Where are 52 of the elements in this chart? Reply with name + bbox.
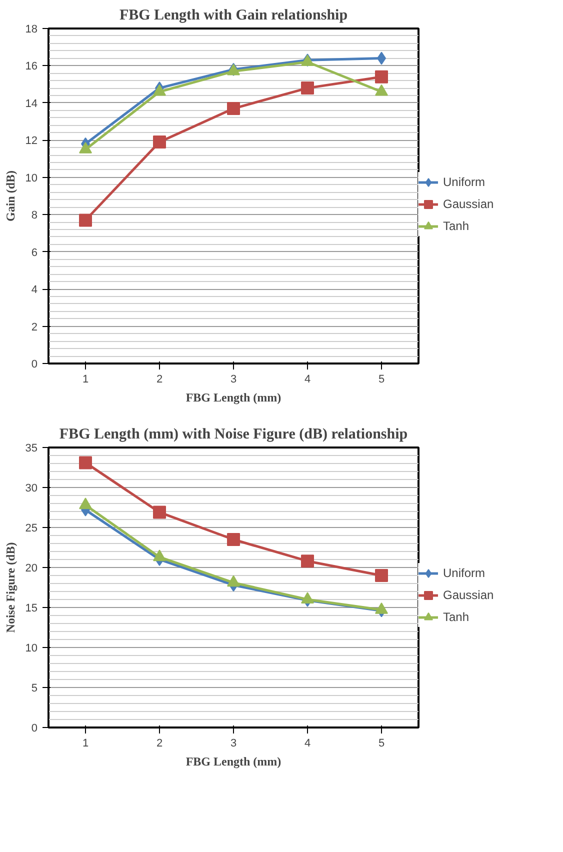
legend-label: Uniform xyxy=(443,175,486,189)
point xyxy=(153,550,166,562)
point xyxy=(153,136,166,149)
y-tick-label: 14 xyxy=(25,98,38,110)
legend-label: Tanh xyxy=(443,219,470,233)
x-tick-label: 1 xyxy=(82,738,89,750)
y-tick-label: 4 xyxy=(31,284,38,296)
y-tick-label: 15 xyxy=(25,602,38,614)
chart-title: FBG Length (mm) with Noise Figure (dB) relationship xyxy=(59,426,408,442)
point xyxy=(375,70,388,84)
point xyxy=(227,533,240,546)
y-tick-label: 2 xyxy=(31,321,38,334)
y-tick-label: 0 xyxy=(31,722,38,734)
x-tick-label: 2 xyxy=(156,738,163,750)
y-axis-title: Noise Figure (dB) xyxy=(3,542,18,633)
y-tick-label: 10 xyxy=(25,642,38,654)
point xyxy=(79,456,92,470)
x-tick-label: 4 xyxy=(304,738,311,750)
x-tick-label: 5 xyxy=(378,374,385,386)
x-tick-label: 3 xyxy=(230,738,237,750)
point xyxy=(375,569,388,582)
point xyxy=(227,102,240,116)
point xyxy=(79,214,92,227)
legend-label: Uniform xyxy=(443,566,486,580)
x-tick-label: 5 xyxy=(378,738,385,750)
y-tick-label: 5 xyxy=(31,682,38,694)
x-axis-title: FBG Length (mm) xyxy=(186,754,282,768)
x-tick-label: 4 xyxy=(304,374,311,386)
y-tick-label: 18 xyxy=(25,24,38,36)
point xyxy=(79,498,92,510)
x-tick-label: 1 xyxy=(82,374,89,386)
chart-title: FBG Length with Gain relationship xyxy=(119,8,348,24)
y-tick-label: 12 xyxy=(25,135,38,148)
y-tick-label: 10 xyxy=(25,172,38,184)
x-tick-label: 3 xyxy=(230,374,237,386)
y-tick-label: 35 xyxy=(25,442,38,454)
point xyxy=(301,82,314,95)
point xyxy=(153,506,166,519)
y-tick-label: 8 xyxy=(31,210,38,222)
y-tick-label: 16 xyxy=(25,60,38,73)
y-tick-label: 6 xyxy=(31,246,38,259)
y-tick-label: 30 xyxy=(25,482,38,494)
x-tick-label: 2 xyxy=(156,374,163,386)
y-tick-label: 0 xyxy=(31,358,38,370)
legend-label: Gaussian xyxy=(443,197,494,211)
y-tick-label: 20 xyxy=(25,562,38,574)
y-tick-label: 25 xyxy=(25,522,38,534)
x-axis-title: FBG Length (mm) xyxy=(186,390,282,404)
legend-label: Gaussian xyxy=(443,588,494,602)
legend-label: Tanh xyxy=(443,610,470,624)
y-axis-title: Gain (dB) xyxy=(3,170,18,222)
point xyxy=(301,554,314,568)
